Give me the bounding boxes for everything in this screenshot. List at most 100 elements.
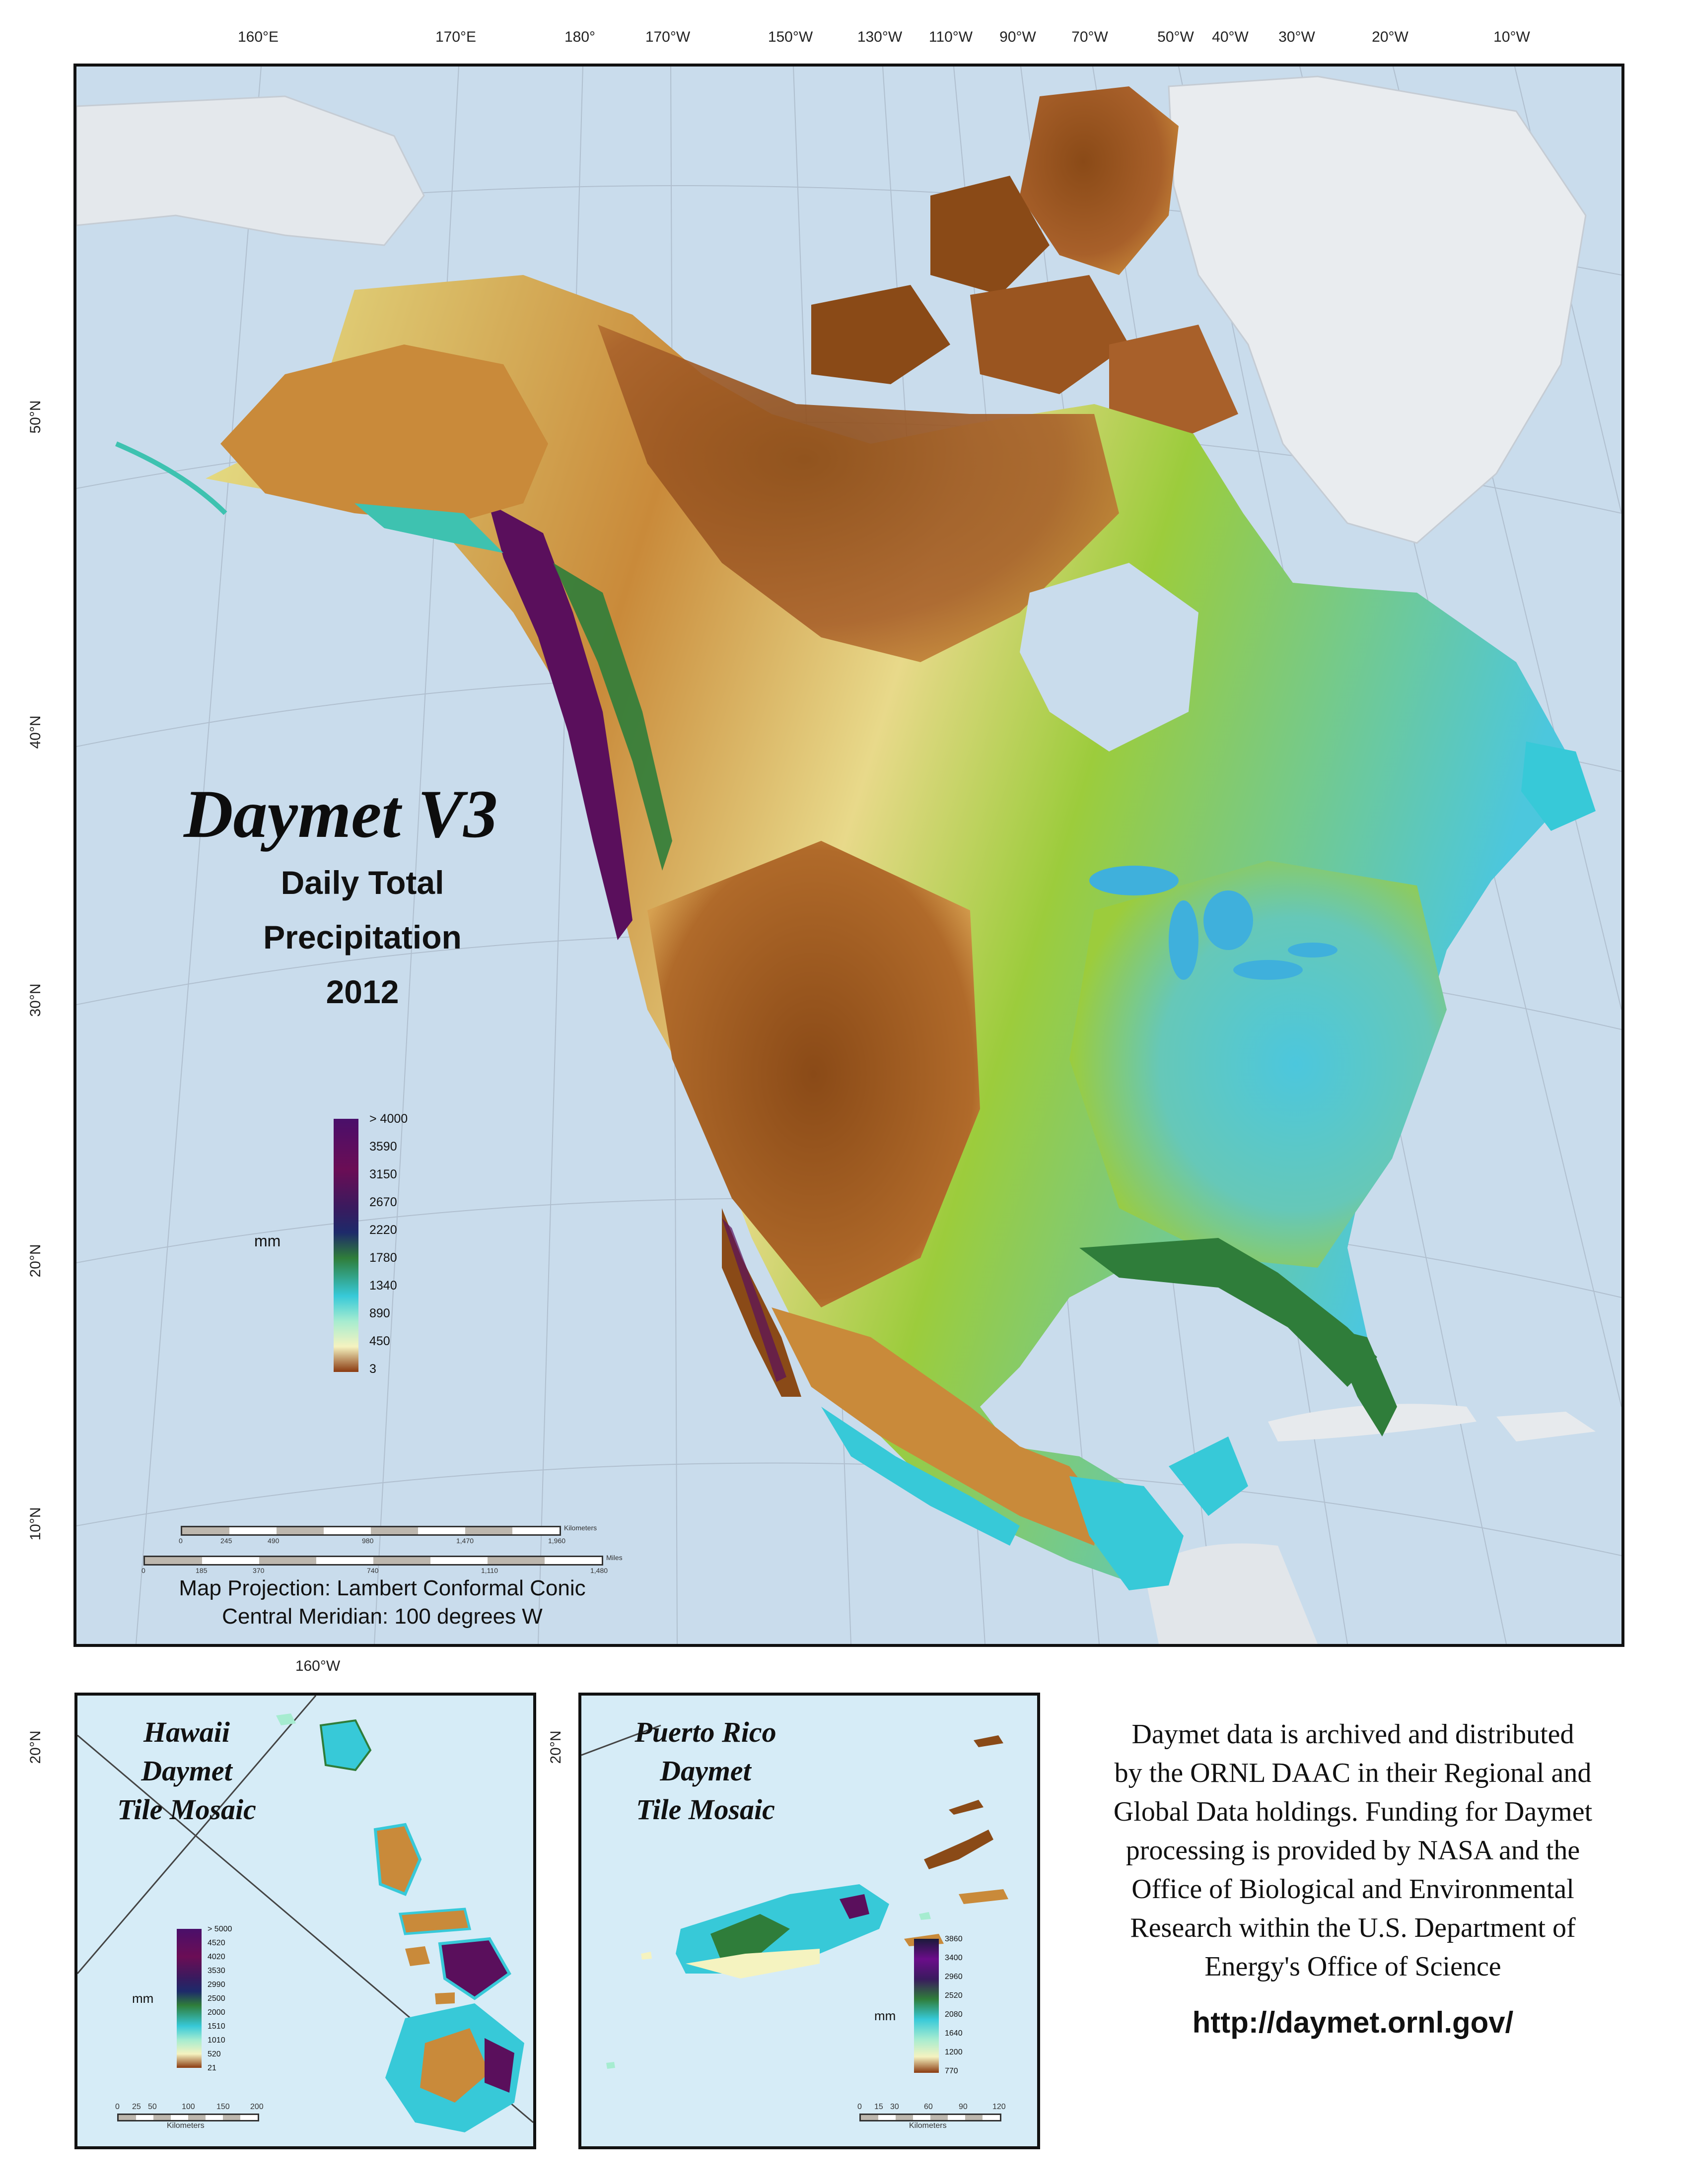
lon-tick: 170°E (435, 29, 477, 45)
map-subtitle-line: Daily Total (281, 864, 444, 901)
daymet-url-link[interactable]: http://daymet.ornl.gov/ (1192, 2006, 1514, 2039)
legend-label: 1340 (369, 1279, 397, 1293)
map-subtitle-line: Precipitation (263, 919, 462, 956)
scale-tick: 30 (890, 2103, 899, 2111)
culebra (919, 1912, 931, 1920)
legend-label: 1640 (945, 2029, 963, 2038)
legend-label: 2000 (208, 2008, 225, 2017)
northern-canada-dry (598, 325, 1119, 662)
hawaii-islands-map (77, 1696, 533, 2132)
scale-tick: 185 (196, 1567, 208, 1574)
credit-line: by the ORNL DAAC in their Regional and (1114, 1758, 1592, 1788)
credit-line: Daymet data is archived and distributed (1131, 1719, 1574, 1750)
legend-label: 3400 (945, 1954, 963, 1962)
north-america-precipitation-map (76, 67, 1621, 1644)
lon-tick: 20°W (1372, 29, 1408, 45)
coast-range-wet (553, 563, 672, 871)
pr-lat-tick: 20°N (548, 1730, 564, 1764)
legend-color-bar (177, 1929, 202, 2068)
scale-tick: 150 (216, 2103, 230, 2111)
lon-tick: 110°W (928, 29, 973, 45)
arctic-archipelago (811, 86, 1238, 444)
lat-tick: 20°N (27, 1244, 44, 1278)
mona-island (641, 1952, 652, 1960)
lon-tick: 10°W (1493, 29, 1530, 45)
credit-line: Research within the U.S. Department of (1130, 1912, 1576, 1943)
siberia (76, 95, 425, 246)
hawaii-legend: > 5000 4520 4020 3530 2990 2500 2000 151… (132, 1925, 276, 2078)
lon-tick: 50°W (1157, 29, 1194, 45)
credit-line: Energy's Office of Science (1204, 1951, 1501, 1982)
scale-tick: 490 (268, 1537, 280, 1545)
maui (438, 1937, 511, 2000)
scale-tick: 1,960 (548, 1537, 566, 1545)
legend-label: 21 (208, 2064, 216, 2072)
pr-title-line: Tile Mosaic (636, 1793, 775, 1826)
credit-line: Global Data holdings. Funding for Daymet (1113, 1796, 1593, 1827)
lon-tick: 160°E (237, 29, 279, 45)
credit-text: Daymet data is archived and distributed … (1038, 1715, 1668, 1986)
virgin-islands (924, 1830, 993, 1869)
legend-label: 3860 (945, 1935, 963, 1943)
legend-label: 2220 (369, 1223, 397, 1237)
newfoundland (1521, 742, 1596, 831)
baja-coast (722, 1218, 786, 1382)
scale-tick: 25 (132, 2103, 141, 2111)
central-america (1069, 1476, 1184, 1590)
legend-label: > 5000 (208, 1925, 232, 1933)
legend-label: 4520 (208, 1939, 225, 1947)
scale-tick: 1,480 (590, 1567, 608, 1574)
legend-unit: mm (254, 1232, 281, 1250)
greenland (1168, 75, 1587, 544)
st-croix (959, 1889, 1008, 1904)
lon-tick: 150°W (768, 29, 813, 45)
legend-label: 1010 (208, 2036, 225, 2045)
scale-unit: Kilometers (564, 1524, 597, 1532)
scale-tick: 370 (253, 1567, 265, 1574)
legend-label: 770 (945, 2067, 958, 2075)
hawaii-lat-tick: 20°N (27, 1730, 44, 1764)
alaska (220, 344, 548, 523)
lon-tick: 170°W (645, 29, 691, 45)
hawaii-title-line: Hawaii (143, 1716, 230, 1748)
pr-title-line: Puerto Rico (634, 1716, 776, 1748)
legend-label: 3530 (208, 1967, 225, 1975)
lat-tick: 30°N (27, 983, 44, 1017)
hawaii-title-line: Daymet (141, 1755, 232, 1787)
legend-label: 520 (208, 2050, 221, 2058)
scale-tick: 0 (115, 2103, 120, 2111)
scale-tick: 1,470 (456, 1537, 474, 1545)
hawaii-title-line: Tile Mosaic (117, 1793, 256, 1826)
yucatan (1169, 1436, 1248, 1516)
alaska-south-coast (354, 503, 503, 553)
gulf-coast (1079, 1238, 1377, 1387)
mexico-pacific-wet (821, 1407, 1020, 1546)
lon-tick: 130°W (857, 29, 903, 45)
lat-tick: 50°N (27, 400, 44, 434)
map-subtitle-line: 2012 (326, 973, 399, 1010)
map-title: Daymet V3 (184, 776, 498, 852)
kauai (319, 1719, 372, 1772)
legend-label: 3 (369, 1362, 376, 1376)
projection-line: Central Meridian: 100 degrees W (222, 1604, 543, 1629)
scale-tick: 980 (362, 1537, 374, 1545)
legend-unit: mm (132, 1991, 154, 2006)
legend-label: 1780 (369, 1251, 397, 1265)
scale-tick: 740 (367, 1567, 379, 1574)
mexico (772, 1307, 1099, 1546)
lanai (405, 1946, 430, 1966)
main-map-frame: > 4000 3590 3150 2670 2220 1780 1340 890… (73, 64, 1624, 1647)
pr-legend: 3860 3400 2960 2520 2080 1640 1200 770 m… (874, 1935, 1013, 2088)
puerto-rico-inset-frame: Puerto Rico Daymet Tile Mosaic 3860 3400… (578, 1693, 1040, 2149)
hawaii-inset-frame: Hawaii Daymet Tile Mosaic > 5000 4520 40… (74, 1693, 536, 2149)
legend-label: 2520 (945, 1991, 963, 2000)
scale-tick: 245 (220, 1537, 232, 1545)
scale-tick: 0 (141, 1567, 145, 1574)
legend-label: > 4000 (369, 1112, 408, 1126)
niihau (276, 1713, 296, 1725)
molokai (398, 1908, 472, 1935)
hudson-bay (1020, 563, 1198, 751)
lon-tick: 40°W (1212, 29, 1249, 45)
scale-tick: 50 (148, 2103, 157, 2111)
south-america (1144, 1543, 1318, 1644)
